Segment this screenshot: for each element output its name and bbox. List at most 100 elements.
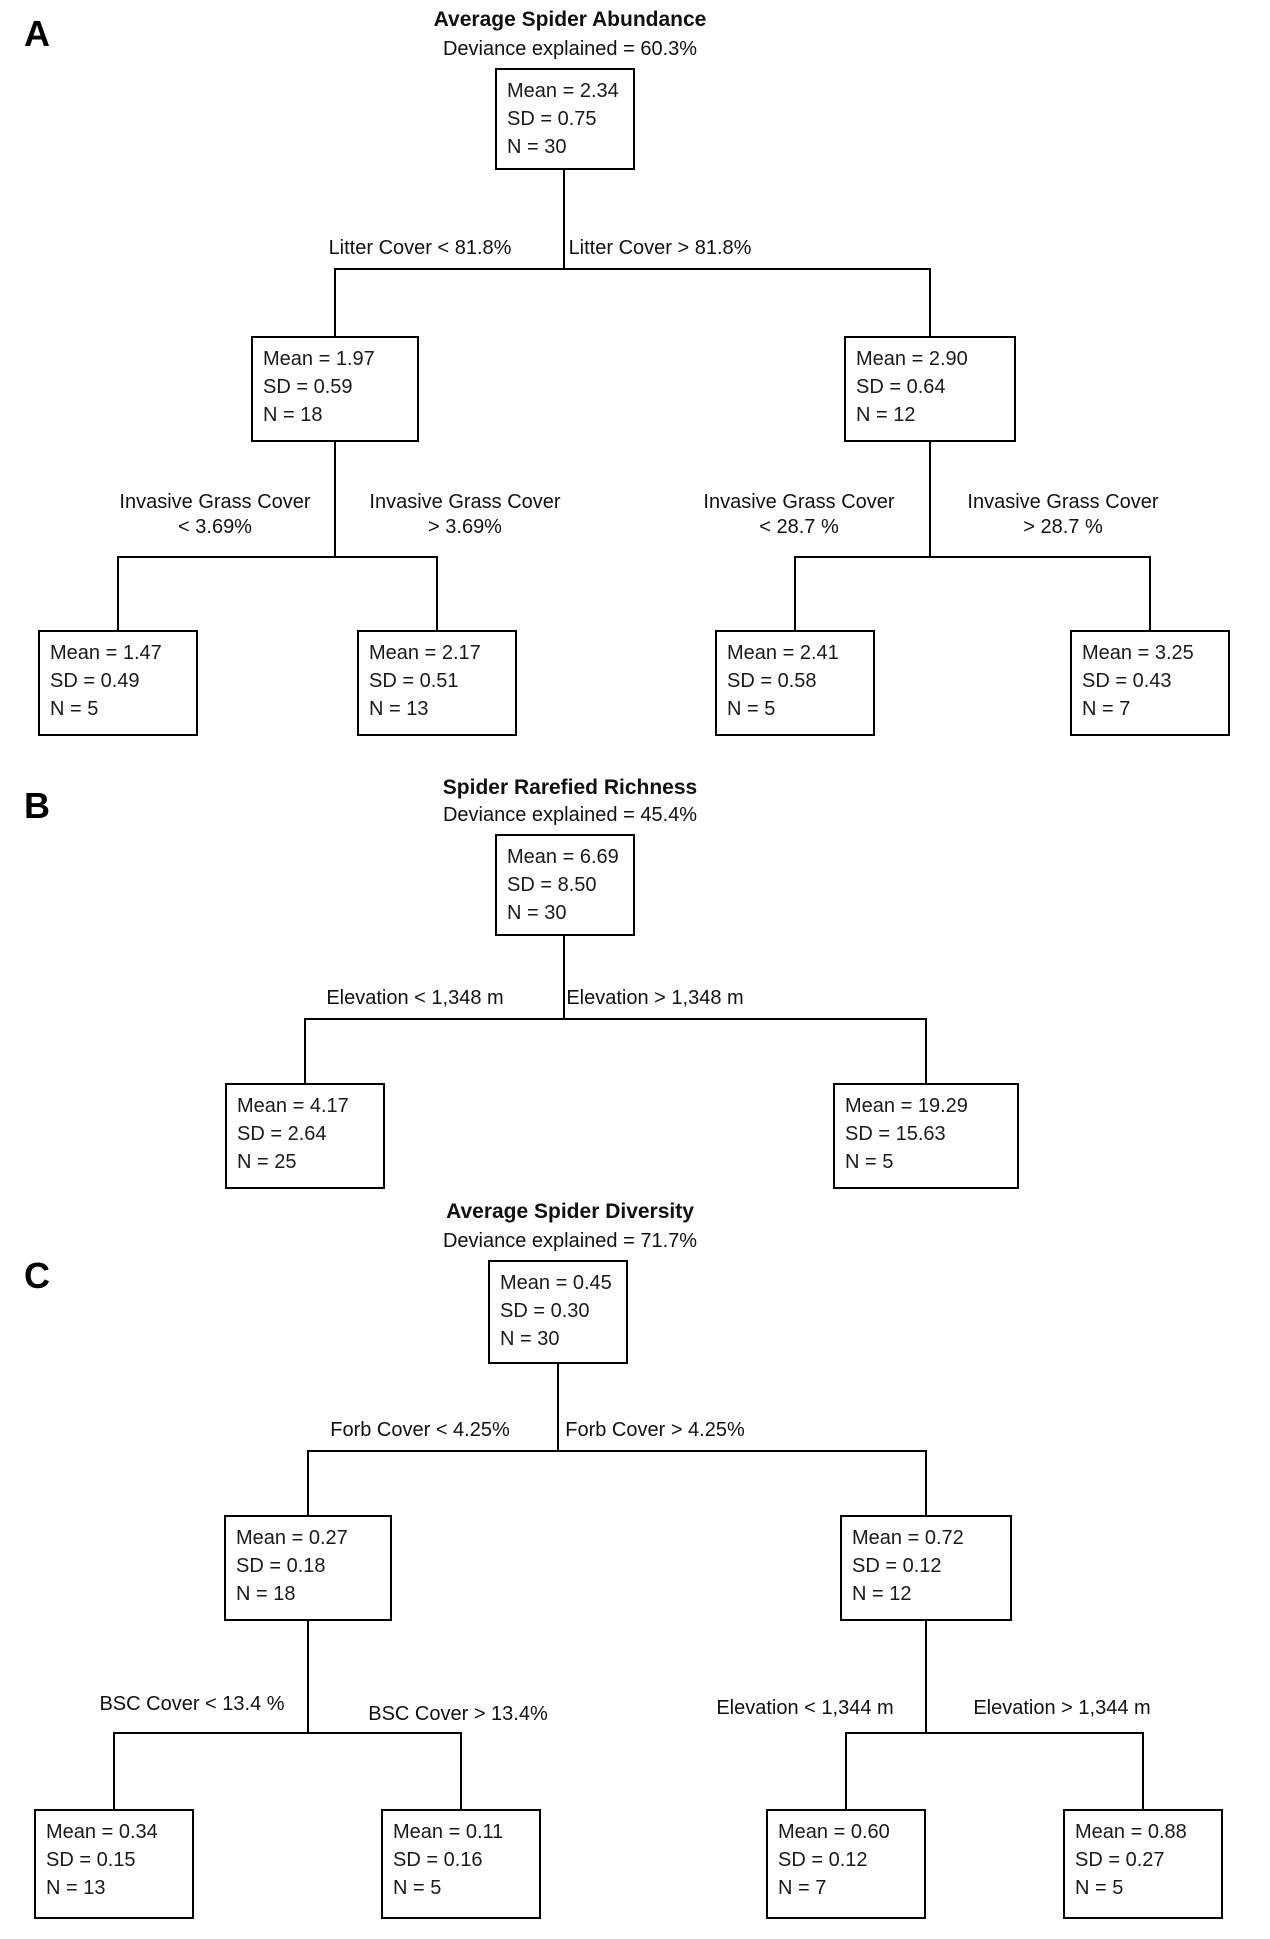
node-stat-sd: SD = 0.59 <box>263 376 353 398</box>
connector-vertical <box>925 1621 927 1732</box>
node-stat-n: N = 7 <box>1082 698 1131 720</box>
connector-horizontal <box>308 1450 926 1452</box>
leaf-b-1: Mean = 4.17 SD = 2.64 N = 25 <box>225 1083 385 1189</box>
leaf-c-4: Mean = 0.88 SD = 0.27 N = 5 <box>1063 1809 1223 1919</box>
split-label-c-right: Forb Cover > 4.25% <box>565 1419 745 1441</box>
leaf-a-1: Mean = 1.47 SD = 0.49 N = 5 <box>38 630 198 736</box>
node-stat-n: N = 5 <box>393 1877 442 1899</box>
connector-horizontal <box>114 1732 461 1734</box>
leaf-b-2: Mean = 19.29 SD = 15.63 N = 5 <box>833 1083 1019 1189</box>
node-b-root: Mean = 6.69 SD = 8.50 N = 30 <box>495 834 635 936</box>
split-label-c-right-right: Elevation > 1,344 m <box>973 1697 1151 1719</box>
panel-b-label: B <box>24 785 50 826</box>
panel-c-subtitle: Deviance explained = 71.7% <box>442 1230 698 1252</box>
node-stat-n: N = 12 <box>852 1583 912 1605</box>
node-stat-n: N = 5 <box>845 1151 894 1173</box>
node-stat-n: N = 7 <box>778 1877 827 1899</box>
split-label-line1: Invasive Grass Cover <box>369 491 561 513</box>
connector-vertical <box>334 442 336 556</box>
node-stat-sd: SD = 0.15 <box>46 1849 136 1871</box>
node-stat-sd: SD = 0.75 <box>507 108 597 130</box>
node-stat-mean: Mean = 3.25 <box>1082 642 1194 664</box>
connector-horizontal <box>335 268 930 270</box>
connector-horizontal <box>846 1732 1143 1734</box>
split-label-line1: Invasive Grass Cover <box>967 491 1159 513</box>
node-stat-mean: Mean = 2.17 <box>369 642 481 664</box>
node-stat-sd: SD = 0.12 <box>778 1849 868 1871</box>
node-stat-mean: Mean = 6.69 <box>507 846 619 868</box>
node-a-right: Mean = 2.90 SD = 0.64 N = 12 <box>844 336 1016 442</box>
node-stat-mean: Mean = 4.17 <box>237 1095 349 1117</box>
node-stat-sd: SD = 0.16 <box>393 1849 483 1871</box>
node-stat-mean: Mean = 0.72 <box>852 1527 964 1549</box>
split-label-b-right: Elevation > 1,348 m <box>566 987 744 1009</box>
node-c-right: Mean = 0.72 SD = 0.12 N = 12 <box>840 1515 1012 1621</box>
node-stat-mean: Mean = 0.34 <box>46 1821 158 1843</box>
node-stat-mean: Mean = 0.45 <box>500 1272 612 1294</box>
connector-horizontal <box>305 1018 926 1020</box>
leaf-c-2: Mean = 0.11 SD = 0.16 N = 5 <box>381 1809 541 1919</box>
connector-vertical <box>113 1732 115 1809</box>
split-label-line1: Invasive Grass Cover <box>703 491 895 513</box>
node-stat-n: N = 13 <box>46 1877 106 1899</box>
node-stat-sd: SD = 0.30 <box>500 1300 590 1322</box>
connector-vertical <box>925 1018 927 1083</box>
node-c-left: Mean = 0.27 SD = 0.18 N = 18 <box>224 1515 392 1621</box>
node-stat-n: N = 18 <box>236 1583 296 1605</box>
connector-vertical <box>563 936 565 1018</box>
split-label-line1: Invasive Grass Cover <box>119 491 311 513</box>
node-stat-n: N = 13 <box>369 698 429 720</box>
node-stat-mean: Mean = 2.34 <box>507 80 619 102</box>
panel-b-title: Spider Rarefied Richness <box>442 776 698 799</box>
node-stat-sd: SD = 0.51 <box>369 670 459 692</box>
connector-vertical <box>1149 556 1151 630</box>
leaf-c-3: Mean = 0.60 SD = 0.12 N = 7 <box>766 1809 926 1919</box>
node-stat-mean: Mean = 2.41 <box>727 642 839 664</box>
leaf-a-3: Mean = 2.41 SD = 0.58 N = 5 <box>715 630 875 736</box>
node-a-root: Mean = 2.34 SD = 0.75 N = 30 <box>495 68 635 170</box>
connector-vertical <box>929 268 931 336</box>
connector-vertical <box>307 1450 309 1515</box>
node-c-root: Mean = 0.45 SD = 0.30 N = 30 <box>488 1260 628 1364</box>
split-label-c-left-right: BSC Cover > 13.4% <box>368 1703 548 1725</box>
node-stat-mean: Mean = 0.27 <box>236 1527 348 1549</box>
connector-vertical <box>925 1450 927 1515</box>
node-stat-sd: SD = 15.63 <box>845 1123 946 1145</box>
panel-a-subtitle: Deviance explained = 60.3% <box>442 38 698 60</box>
panel-c-label: C <box>24 1255 50 1296</box>
connector-vertical <box>304 1018 306 1083</box>
connector-vertical <box>1142 1732 1144 1809</box>
connector-vertical <box>117 556 119 630</box>
node-stat-sd: SD = 8.50 <box>507 874 597 896</box>
node-stat-n: N = 5 <box>727 698 776 720</box>
node-stat-sd: SD = 0.43 <box>1082 670 1172 692</box>
connector-vertical <box>929 442 931 556</box>
split-label-a-right: Litter Cover > 81.8% <box>568 237 752 259</box>
node-stat-n: N = 5 <box>1075 1877 1124 1899</box>
split-label-a-left-right: Invasive Grass Cover > 3.69% <box>369 490 560 540</box>
connector-vertical <box>794 556 796 630</box>
split-label-b-left: Elevation < 1,348 m <box>326 987 504 1009</box>
panel-c-title: Average Spider Diversity <box>446 1200 694 1223</box>
split-label-a-right-right: Invasive Grass Cover > 28.7 % <box>967 490 1158 540</box>
node-stat-n: N = 30 <box>500 1328 560 1350</box>
connector-vertical <box>460 1732 462 1809</box>
panel-a-title: Average Spider Abundance <box>433 8 707 31</box>
leaf-a-4: Mean = 3.25 SD = 0.43 N = 7 <box>1070 630 1230 736</box>
connector-horizontal <box>795 556 1150 558</box>
node-stat-sd: SD = 0.18 <box>236 1555 326 1577</box>
node-stat-n: N = 18 <box>263 404 323 426</box>
node-stat-n: N = 30 <box>507 902 567 924</box>
split-label-a-left-left: Invasive Grass Cover < 3.69% <box>119 490 310 540</box>
node-stat-sd: SD = 0.58 <box>727 670 817 692</box>
node-stat-n: N = 12 <box>856 404 916 426</box>
connector-vertical <box>436 556 438 630</box>
leaf-c-1: Mean = 0.34 SD = 0.15 N = 13 <box>34 1809 194 1919</box>
connector-vertical <box>563 170 565 268</box>
node-stat-sd: SD = 0.49 <box>50 670 140 692</box>
node-stat-mean: Mean = 0.88 <box>1075 1821 1187 1843</box>
connector-horizontal <box>118 556 437 558</box>
node-stat-mean: Mean = 1.47 <box>50 642 162 664</box>
split-label-a-left: Litter Cover < 81.8% <box>328 237 512 259</box>
